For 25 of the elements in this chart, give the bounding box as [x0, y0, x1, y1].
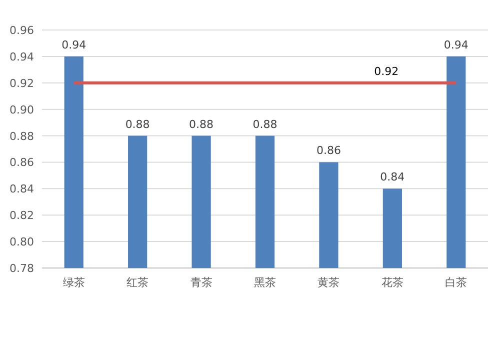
ref-line-label: 0.92 — [374, 64, 399, 78]
data-label: 0.94 — [444, 38, 468, 52]
x-tick-label: 黄茶 — [318, 276, 340, 289]
y-tick-label: 0.86 — [10, 156, 34, 170]
y-tick-label: 0.88 — [10, 130, 34, 143]
x-tick-label: 黑茶 — [254, 276, 276, 289]
y-tick-label: 0.78 — [10, 262, 34, 275]
y-tick-label: 0.80 — [10, 236, 34, 249]
data-label: 0.88 — [125, 118, 150, 131]
y-tick-label: 0.84 — [10, 182, 34, 196]
y-tick-label: 0.96 — [10, 24, 34, 37]
data-label: 0.94 — [62, 38, 86, 52]
y-tick-label: 0.82 — [10, 209, 34, 222]
data-label: 0.88 — [252, 118, 278, 131]
x-tick-label: 白茶 — [445, 276, 468, 289]
y-tick-label: 0.90 — [10, 103, 34, 116]
data-label: 0.84 — [380, 170, 405, 184]
x-tick-label: 绿茶 — [62, 276, 85, 289]
y-tick-label: 0.94 — [10, 50, 34, 64]
x-tick-label: 花茶 — [381, 276, 404, 289]
x-tick-label: 红茶 — [126, 276, 149, 289]
data-label: 0.86 — [316, 144, 341, 158]
y-tick-label: 0.92 — [10, 76, 34, 90]
x-tick-label: 青茶 — [190, 276, 212, 289]
data-label: 0.88 — [189, 118, 214, 131]
